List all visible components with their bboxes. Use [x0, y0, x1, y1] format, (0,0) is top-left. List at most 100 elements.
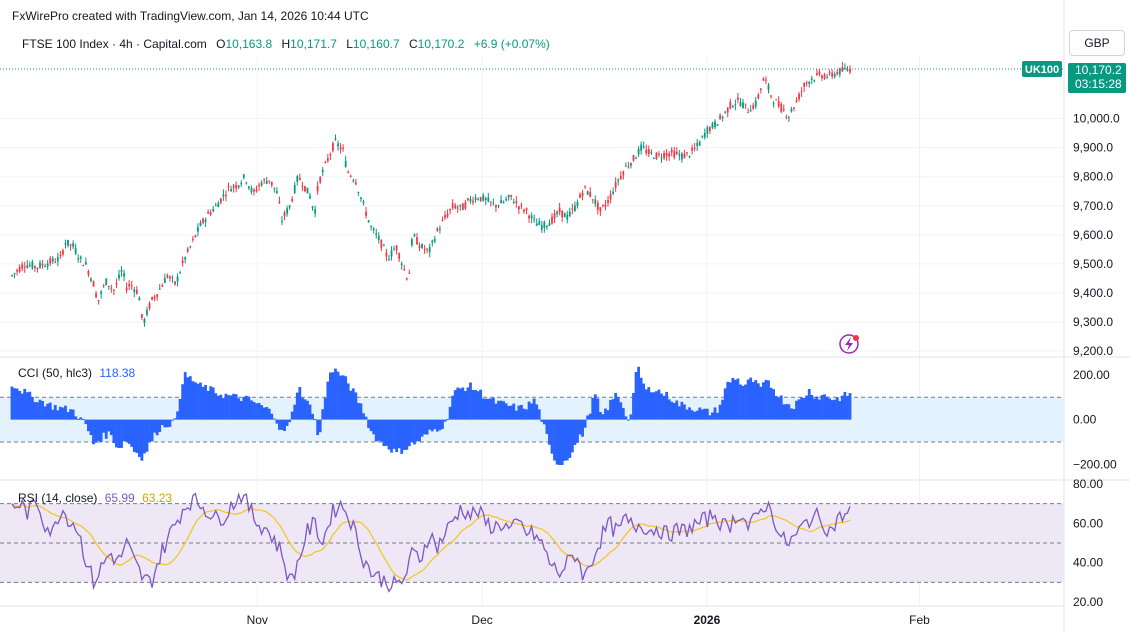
- time-tick-label: Dec: [471, 613, 492, 627]
- rsi-pane[interactable]: [0, 492, 1064, 593]
- cci-bar: [568, 419, 572, 458]
- cci-bar: [761, 382, 765, 420]
- rsi-ma-value: 63.23: [142, 491, 173, 505]
- cci-bar: [728, 382, 732, 420]
- cci-bar: [565, 419, 569, 461]
- candle: [105, 278, 108, 286]
- cci-bar: [698, 407, 702, 420]
- candle: [67, 239, 69, 246]
- candle: [258, 184, 260, 187]
- cci-bar: [675, 400, 679, 420]
- ticker-tag-bg: [1022, 61, 1062, 78]
- candle: [62, 250, 64, 255]
- candle: [286, 208, 288, 214]
- cci-bar: [140, 419, 144, 461]
- cci-bar: [97, 419, 101, 442]
- candle: [181, 260, 184, 263]
- candle: [706, 127, 709, 134]
- candle: [841, 67, 844, 72]
- cci-bar: [53, 404, 57, 420]
- candle: [479, 197, 482, 201]
- cci-pane[interactable]: [0, 366, 1064, 465]
- candle: [757, 94, 760, 99]
- candle: [782, 109, 785, 111]
- cci-bar: [820, 395, 824, 420]
- rsi-legend[interactable]: RSI (14, close) 65.99 63.23: [18, 491, 172, 505]
- candle: [749, 110, 752, 112]
- candle: [574, 205, 576, 211]
- cci-bar: [596, 398, 600, 420]
- close-value: 10,170.2: [417, 37, 465, 51]
- candle: [388, 259, 390, 261]
- cci-bar: [244, 395, 248, 420]
- cci-bar: [433, 419, 437, 430]
- cci-bar: [216, 395, 220, 420]
- cci-bar: [703, 408, 707, 420]
- candle: [309, 195, 311, 199]
- cci-bar: [211, 387, 215, 420]
- candle: [11, 275, 13, 277]
- cci-bar: [410, 419, 414, 443]
- chart-credit: FxWirePro created with TradingView.com, …: [12, 9, 369, 23]
- candle: [833, 74, 836, 77]
- candle: [250, 187, 253, 192]
- candle: [278, 201, 281, 203]
- cci-bar: [191, 381, 195, 420]
- cci-bar: [494, 403, 498, 420]
- candle: [418, 245, 421, 248]
- candle: [576, 202, 579, 206]
- candle: [660, 157, 663, 159]
- candle: [329, 154, 332, 156]
- cci-bar: [344, 376, 348, 420]
- candle: [826, 76, 828, 78]
- cci-bar: [787, 404, 791, 420]
- candle: [349, 175, 352, 177]
- currency-button[interactable]: GBP: [1069, 30, 1125, 56]
- cci-bar: [540, 419, 544, 422]
- candle: [449, 208, 452, 211]
- cci-bar: [639, 377, 643, 420]
- candle: [214, 205, 217, 207]
- cci-bar: [23, 388, 27, 420]
- cci-legend[interactable]: CCI (50, hlc3) 118.38: [18, 366, 135, 380]
- candle: [670, 149, 673, 153]
- cci-bar: [637, 366, 640, 420]
- candle: [831, 72, 834, 77]
- candle: [174, 281, 176, 285]
- candle: [301, 185, 304, 187]
- candle: [293, 184, 296, 193]
- cci-bar: [160, 419, 164, 426]
- cci-bar: [764, 379, 768, 420]
- cci-bar: [428, 419, 432, 430]
- candle: [102, 285, 105, 287]
- candle: [581, 192, 584, 197]
- candle: [416, 237, 418, 245]
- cci-bar: [137, 419, 141, 457]
- cci-bar: [802, 397, 806, 420]
- candle: [342, 147, 345, 149]
- candle: [265, 180, 268, 184]
- candle: [785, 116, 788, 118]
- candle: [719, 115, 721, 119]
- candle: [337, 143, 339, 147]
- candle: [752, 105, 755, 109]
- candle: [439, 228, 441, 230]
- price-pane[interactable]: UK100 10,170.203:15:28: [0, 61, 1126, 354]
- cci-bar: [833, 399, 837, 420]
- candle: [637, 148, 640, 155]
- cci-bar: [369, 419, 373, 432]
- candle: [306, 187, 309, 194]
- cci-bar: [774, 395, 778, 420]
- cci-bar: [209, 386, 213, 420]
- cci-bar: [252, 402, 256, 420]
- candle: [26, 265, 29, 268]
- cci-bar: [627, 419, 630, 421]
- cci-bar: [583, 419, 587, 428]
- candle: [780, 104, 783, 112]
- candle: [46, 263, 49, 267]
- candle: [525, 208, 528, 211]
- cci-bar: [777, 397, 781, 420]
- candle: [691, 147, 693, 151]
- candle: [169, 276, 171, 279]
